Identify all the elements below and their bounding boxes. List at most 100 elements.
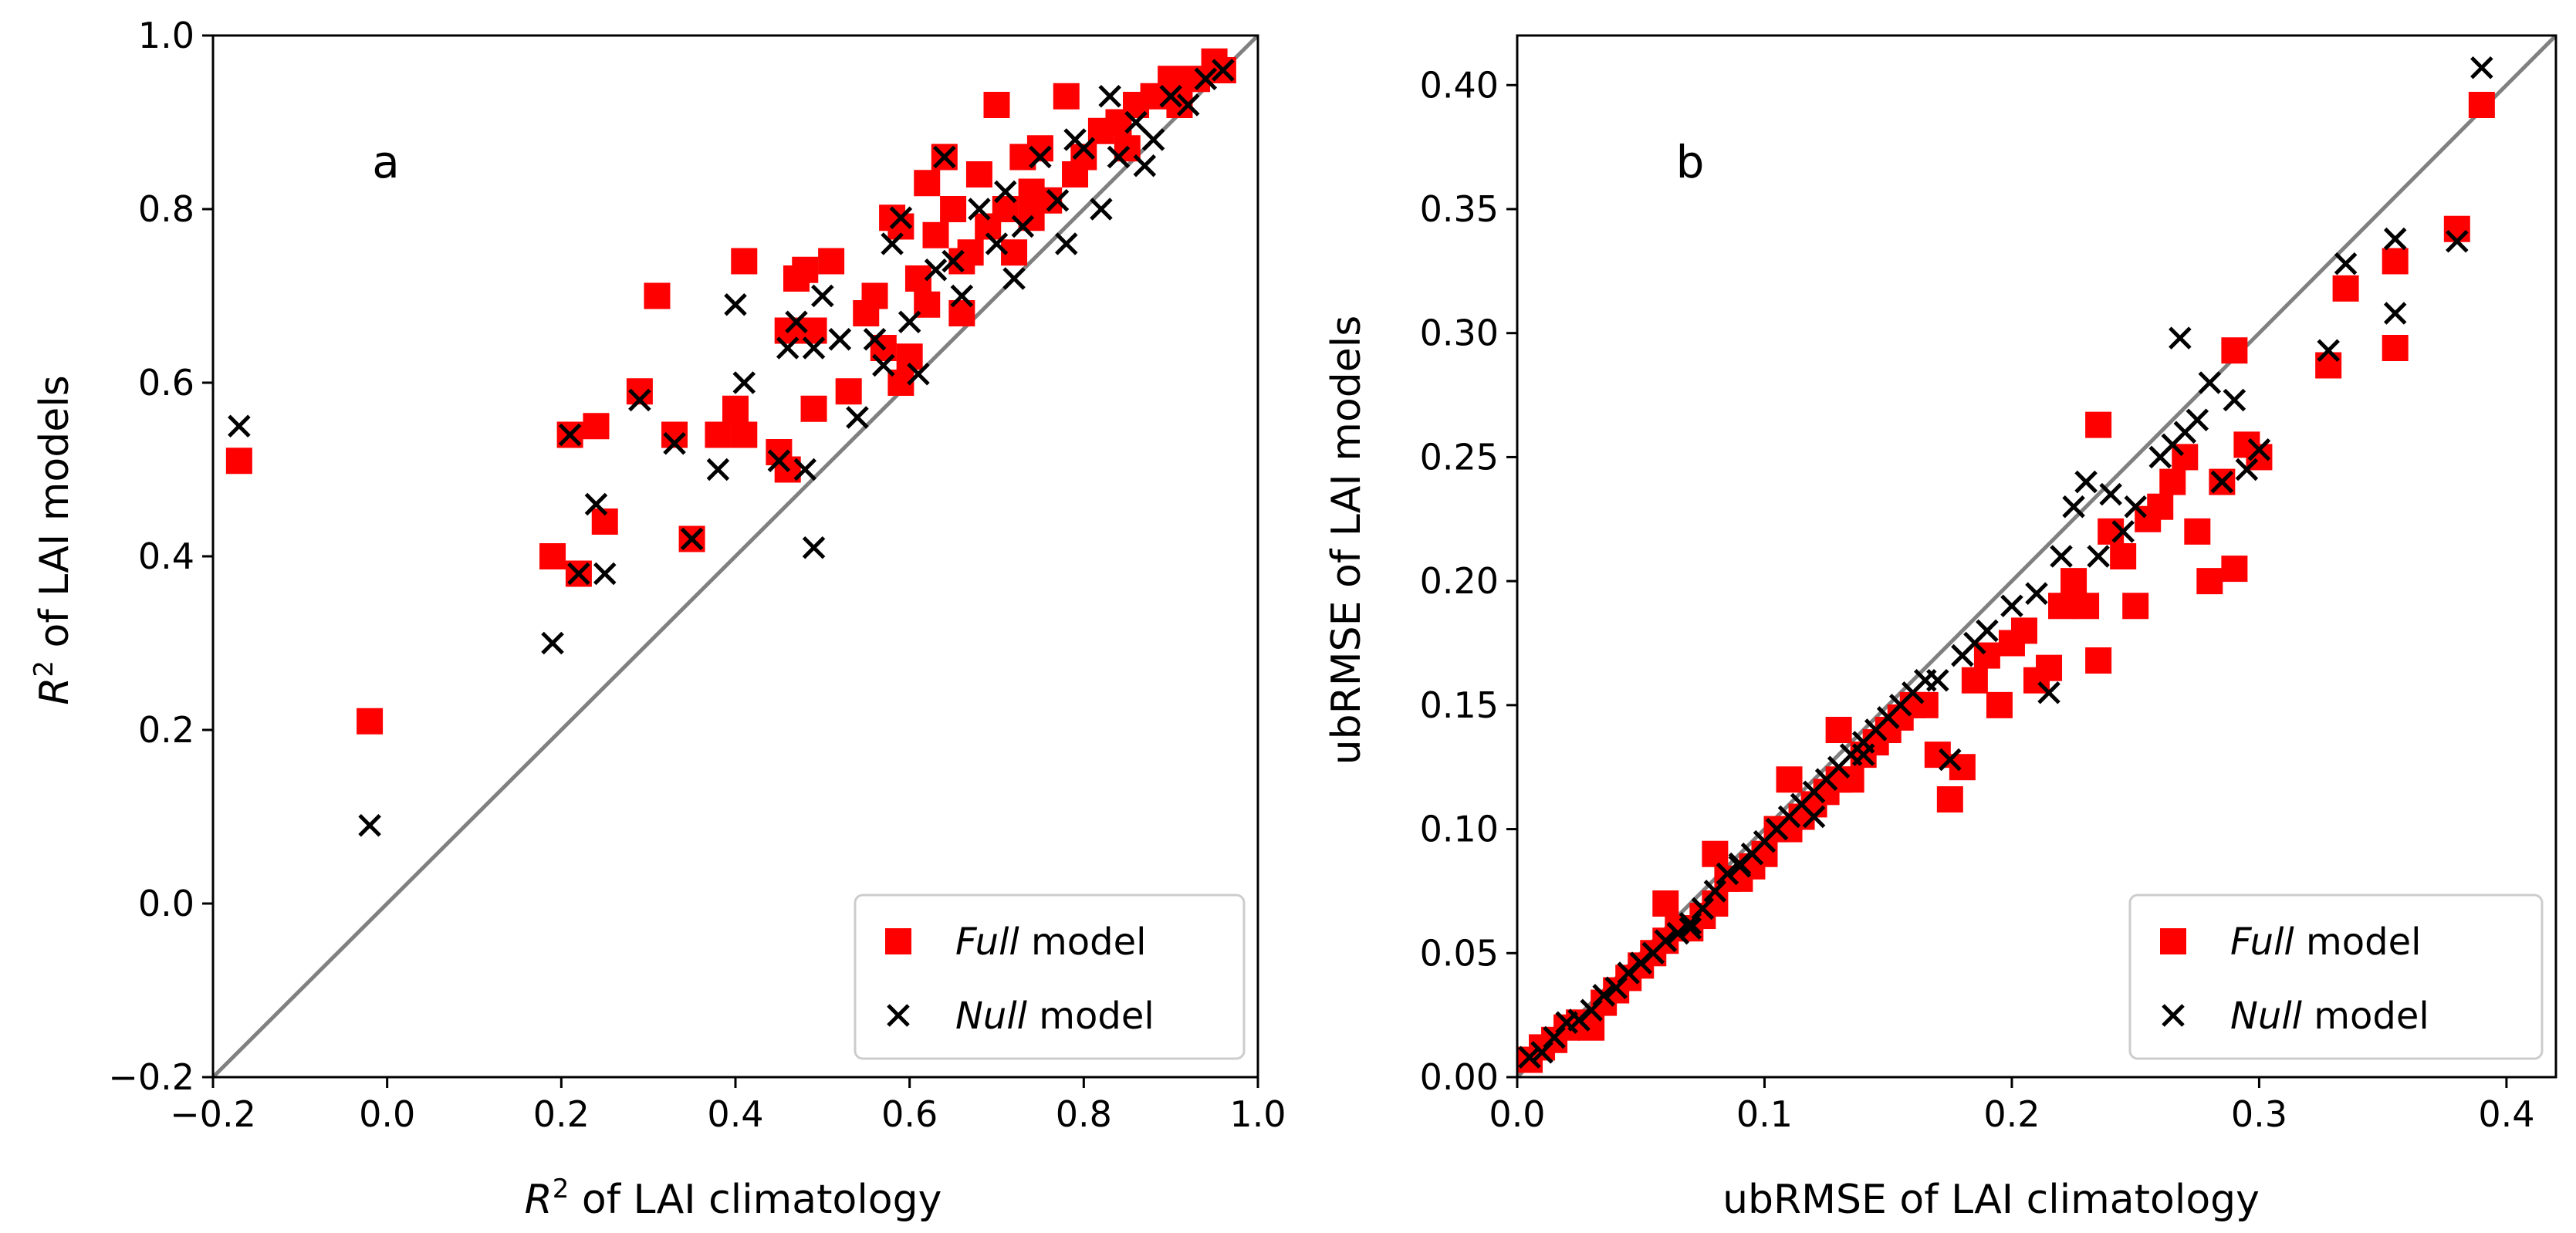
data-points: [1517, 56, 2495, 1073]
null-model-point: [846, 406, 869, 429]
null-model-point: [1518, 1046, 1541, 1069]
full-model-point: [1825, 717, 1852, 743]
full-model-point: [983, 92, 1010, 118]
null-model-point: [732, 371, 756, 394]
null-model-point: [2062, 495, 2085, 519]
null-model-point: [2099, 482, 2122, 506]
y-tick-label: 0.40: [1420, 64, 1499, 106]
y-tick-label: 0.15: [1420, 684, 1499, 726]
panel-b: ubRMSE of LAI models ubRMSE of LAI clima…: [1323, 34, 2557, 1223]
y-tick-label: 0.35: [1420, 188, 1499, 230]
y-tick-label: 0.00: [1420, 1056, 1499, 1098]
null-model-point: [2470, 56, 2493, 79]
null-model-point: [1176, 93, 1200, 117]
panel-b-ylabel: ubRMSE of LAI models: [1323, 316, 1370, 765]
null-model-point: [872, 353, 895, 377]
full-model-point: [1776, 766, 1803, 793]
null-model-point: [828, 327, 852, 351]
null-model-point: [811, 284, 834, 308]
null-model-point: [2124, 495, 2147, 519]
null-model-point: [1691, 897, 1715, 921]
full-model-point: [2332, 275, 2359, 302]
null-model-point: [2446, 230, 2469, 253]
null-model-point: [1802, 805, 1826, 829]
x-tick-label: 0.0: [359, 1093, 415, 1135]
full-model-point: [2221, 556, 2248, 583]
full-model-point: [539, 543, 566, 569]
x-tick-label: 0.0: [1489, 1093, 1545, 1135]
x-tick-label: 0.8: [1056, 1093, 1112, 1135]
null-model-point: [1090, 198, 1113, 221]
null-model-point: [2186, 408, 2209, 431]
x-tick-label: 0.4: [2478, 1093, 2534, 1135]
null-model-point: [593, 562, 617, 586]
full-model-point: [2221, 337, 2248, 364]
null-model-point: [881, 232, 904, 255]
full-model-point: [357, 708, 384, 735]
one-to-one-line: [213, 35, 1258, 1077]
null-model-point: [1063, 128, 1087, 151]
null-model-point: [907, 362, 930, 386]
null-model-point: [2074, 470, 2098, 494]
null-model-point: [567, 562, 590, 586]
null-model-point: [1029, 145, 1052, 169]
null-model-point: [2169, 326, 2192, 350]
null-model-point: [1054, 232, 1078, 255]
null-model-point: [898, 310, 921, 334]
x-tick-label: 0.3: [2231, 1093, 2287, 1135]
legend-full-marker: [885, 928, 911, 954]
legend-box: [854, 894, 1246, 1060]
null-model-point: [924, 258, 948, 282]
y-tick-label: −0.2: [108, 1056, 194, 1098]
y-tick-label: 0.30: [1420, 312, 1499, 354]
legend-null-marker: [887, 1004, 910, 1027]
null-model-point: [802, 535, 826, 559]
full-model-point: [2382, 335, 2409, 361]
y-tick-label: 0.2: [138, 709, 194, 751]
full-model-point: [792, 256, 819, 283]
null-model-point: [994, 180, 1017, 204]
null-model-point: [1212, 59, 1235, 82]
x-tick-label: 0.4: [707, 1093, 763, 1135]
full-model-point: [2382, 248, 2409, 275]
null-model-point: [1141, 128, 1165, 151]
full-model-point: [722, 395, 749, 422]
panel-label: b: [1676, 136, 1705, 188]
null-model-point: [706, 458, 730, 481]
null-model-point: [1124, 110, 1148, 134]
full-model-point: [2085, 411, 2112, 438]
panel-label: a: [372, 136, 400, 188]
x-tick-label: 0.6: [881, 1093, 938, 1135]
full-model-point: [1751, 840, 1778, 867]
legend: Full model Null model: [2128, 894, 2544, 1060]
null-model-point: [228, 414, 251, 438]
full-model-point: [1702, 840, 1729, 867]
legend: Full model Null model: [854, 894, 1246, 1060]
legend-full-marker: [2160, 928, 2186, 954]
null-model-point: [2025, 582, 2048, 605]
full-model-point: [1652, 890, 1679, 917]
full-model-point: [225, 448, 252, 475]
full-model-point: [2122, 593, 2149, 620]
full-model-point: [2098, 518, 2125, 545]
null-model-point: [802, 336, 826, 360]
null-model-point: [1592, 984, 1615, 1007]
null-model-point: [2235, 458, 2259, 481]
null-model-point: [2383, 302, 2407, 325]
full-model-point: [2147, 493, 2174, 520]
legend-entry-label: Null model: [955, 995, 1154, 1038]
full-model-point: [1986, 691, 2013, 718]
full-model-point: [965, 161, 992, 187]
null-model-point: [889, 206, 913, 230]
full-model-point: [922, 221, 949, 248]
null-model-point: [2247, 438, 2271, 461]
null-model-point: [2087, 545, 2110, 568]
null-model-point: [933, 145, 956, 169]
data-points: [225, 48, 1236, 837]
null-model-point: [1939, 748, 1962, 772]
y-tick-label: 0.4: [138, 535, 194, 577]
full-model-point: [1062, 161, 1089, 187]
full-model-point: [644, 282, 671, 309]
panel-b-xlabel: ubRMSE of LAI climatology: [1722, 1177, 2260, 1223]
null-model-point: [1133, 154, 1157, 177]
